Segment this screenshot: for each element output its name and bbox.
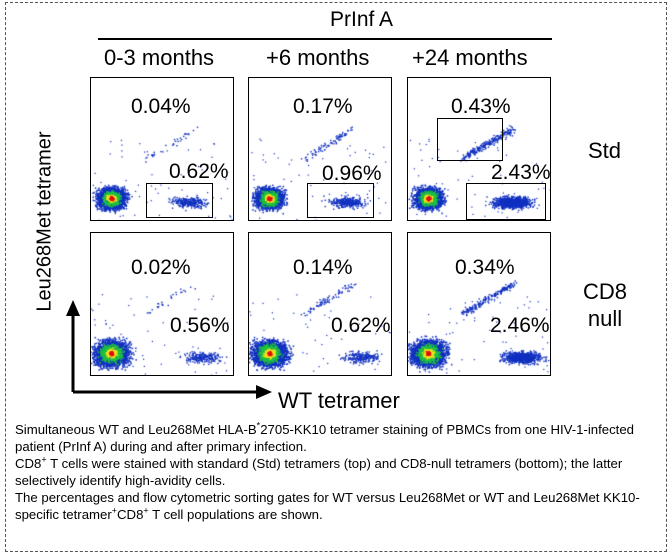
caption-text: CD8 (117, 507, 144, 522)
pct-lower-cd8null-6: 0.62% (331, 314, 391, 337)
pct-upper-cd8null-6: 0.14% (293, 256, 353, 279)
sort-gate-lower (466, 183, 546, 220)
caption-line-3: The percentages and flow cytometric sort… (15, 489, 660, 523)
flow-plot-cd8null-0-3-months (90, 232, 234, 376)
pct-lower-std-0-3: 0.62% (169, 160, 229, 183)
density-plot (249, 78, 391, 220)
pct-lower-std-24: 2.43% (491, 161, 551, 184)
patient-header: PrInf A (330, 8, 394, 31)
pct-lower-cd8null-0-3: 0.56% (170, 314, 230, 337)
density-plot (408, 78, 550, 220)
row-label-cd8-null: CD8 null (583, 278, 627, 332)
caption-text: The percentages and flow cytometric sort… (15, 490, 640, 522)
pct-lower-std-6: 0.96% (322, 162, 382, 185)
y-axis-label: Leu268Met tetramer (33, 131, 56, 312)
caption-text: Simultaneous WT and Leu268Met HLA-B (15, 422, 257, 437)
density-plot (91, 233, 233, 375)
sort-gate-lower (307, 183, 374, 218)
flow-plot-cd8null-24-months (407, 232, 551, 376)
timepoint-label-1: +6 months (266, 45, 370, 70)
pct-upper-cd8null-24: 0.34% (455, 256, 515, 279)
caption-line-2: CD8+ T cells were stained with standard … (15, 455, 660, 489)
caption-text: CD8 (15, 456, 42, 471)
density-plot (91, 78, 233, 220)
timepoint-label-0: 0-3 months (104, 45, 215, 70)
caption-sup: * (256, 420, 261, 431)
caption-sup: + (41, 454, 47, 465)
header-rule (98, 38, 552, 40)
caption-line-1: Simultaneous WT and Leu268Met HLA-B*2705… (15, 421, 660, 455)
sort-gate-lower (146, 183, 213, 218)
pct-upper-cd8null-0-3: 0.02% (131, 256, 191, 279)
row-label-cd8-null-line1: CD8 (583, 279, 628, 304)
caption-sup: + (143, 505, 149, 516)
density-plot (249, 233, 391, 375)
pct-upper-std-6: 0.17% (293, 95, 353, 118)
caption-text: T cell populations are shown. (148, 507, 323, 522)
pct-lower-cd8null-24: 2.46% (490, 314, 550, 337)
figure-frame (5, 2, 667, 552)
caption-text: T cells were stained with standard (Std)… (15, 456, 623, 488)
caption-text: 2705-KK10 tetramer staining of PBMCs fro… (15, 422, 635, 454)
flow-plot-std-24-months (407, 77, 551, 221)
flow-plot-cd8null-6-months (248, 232, 392, 376)
flow-plot-std-0-3-months (90, 77, 234, 221)
flow-plot-std-6-months (248, 77, 392, 221)
density-plot (408, 233, 550, 375)
row-label-cd8-null-line2: null (587, 306, 623, 331)
timepoint-label-2: +24 months (412, 45, 528, 70)
x-axis-label: WT tetramer (278, 388, 400, 413)
pct-upper-std-24: 0.43% (451, 95, 511, 118)
caption-sup: + (111, 505, 118, 516)
row-label-std: Std (588, 138, 622, 163)
pct-upper-std-0-3: 0.04% (131, 95, 191, 118)
sort-gate-upper (437, 118, 503, 161)
figure-caption: Simultaneous WT and Leu268Met HLA-B*2705… (15, 421, 660, 523)
